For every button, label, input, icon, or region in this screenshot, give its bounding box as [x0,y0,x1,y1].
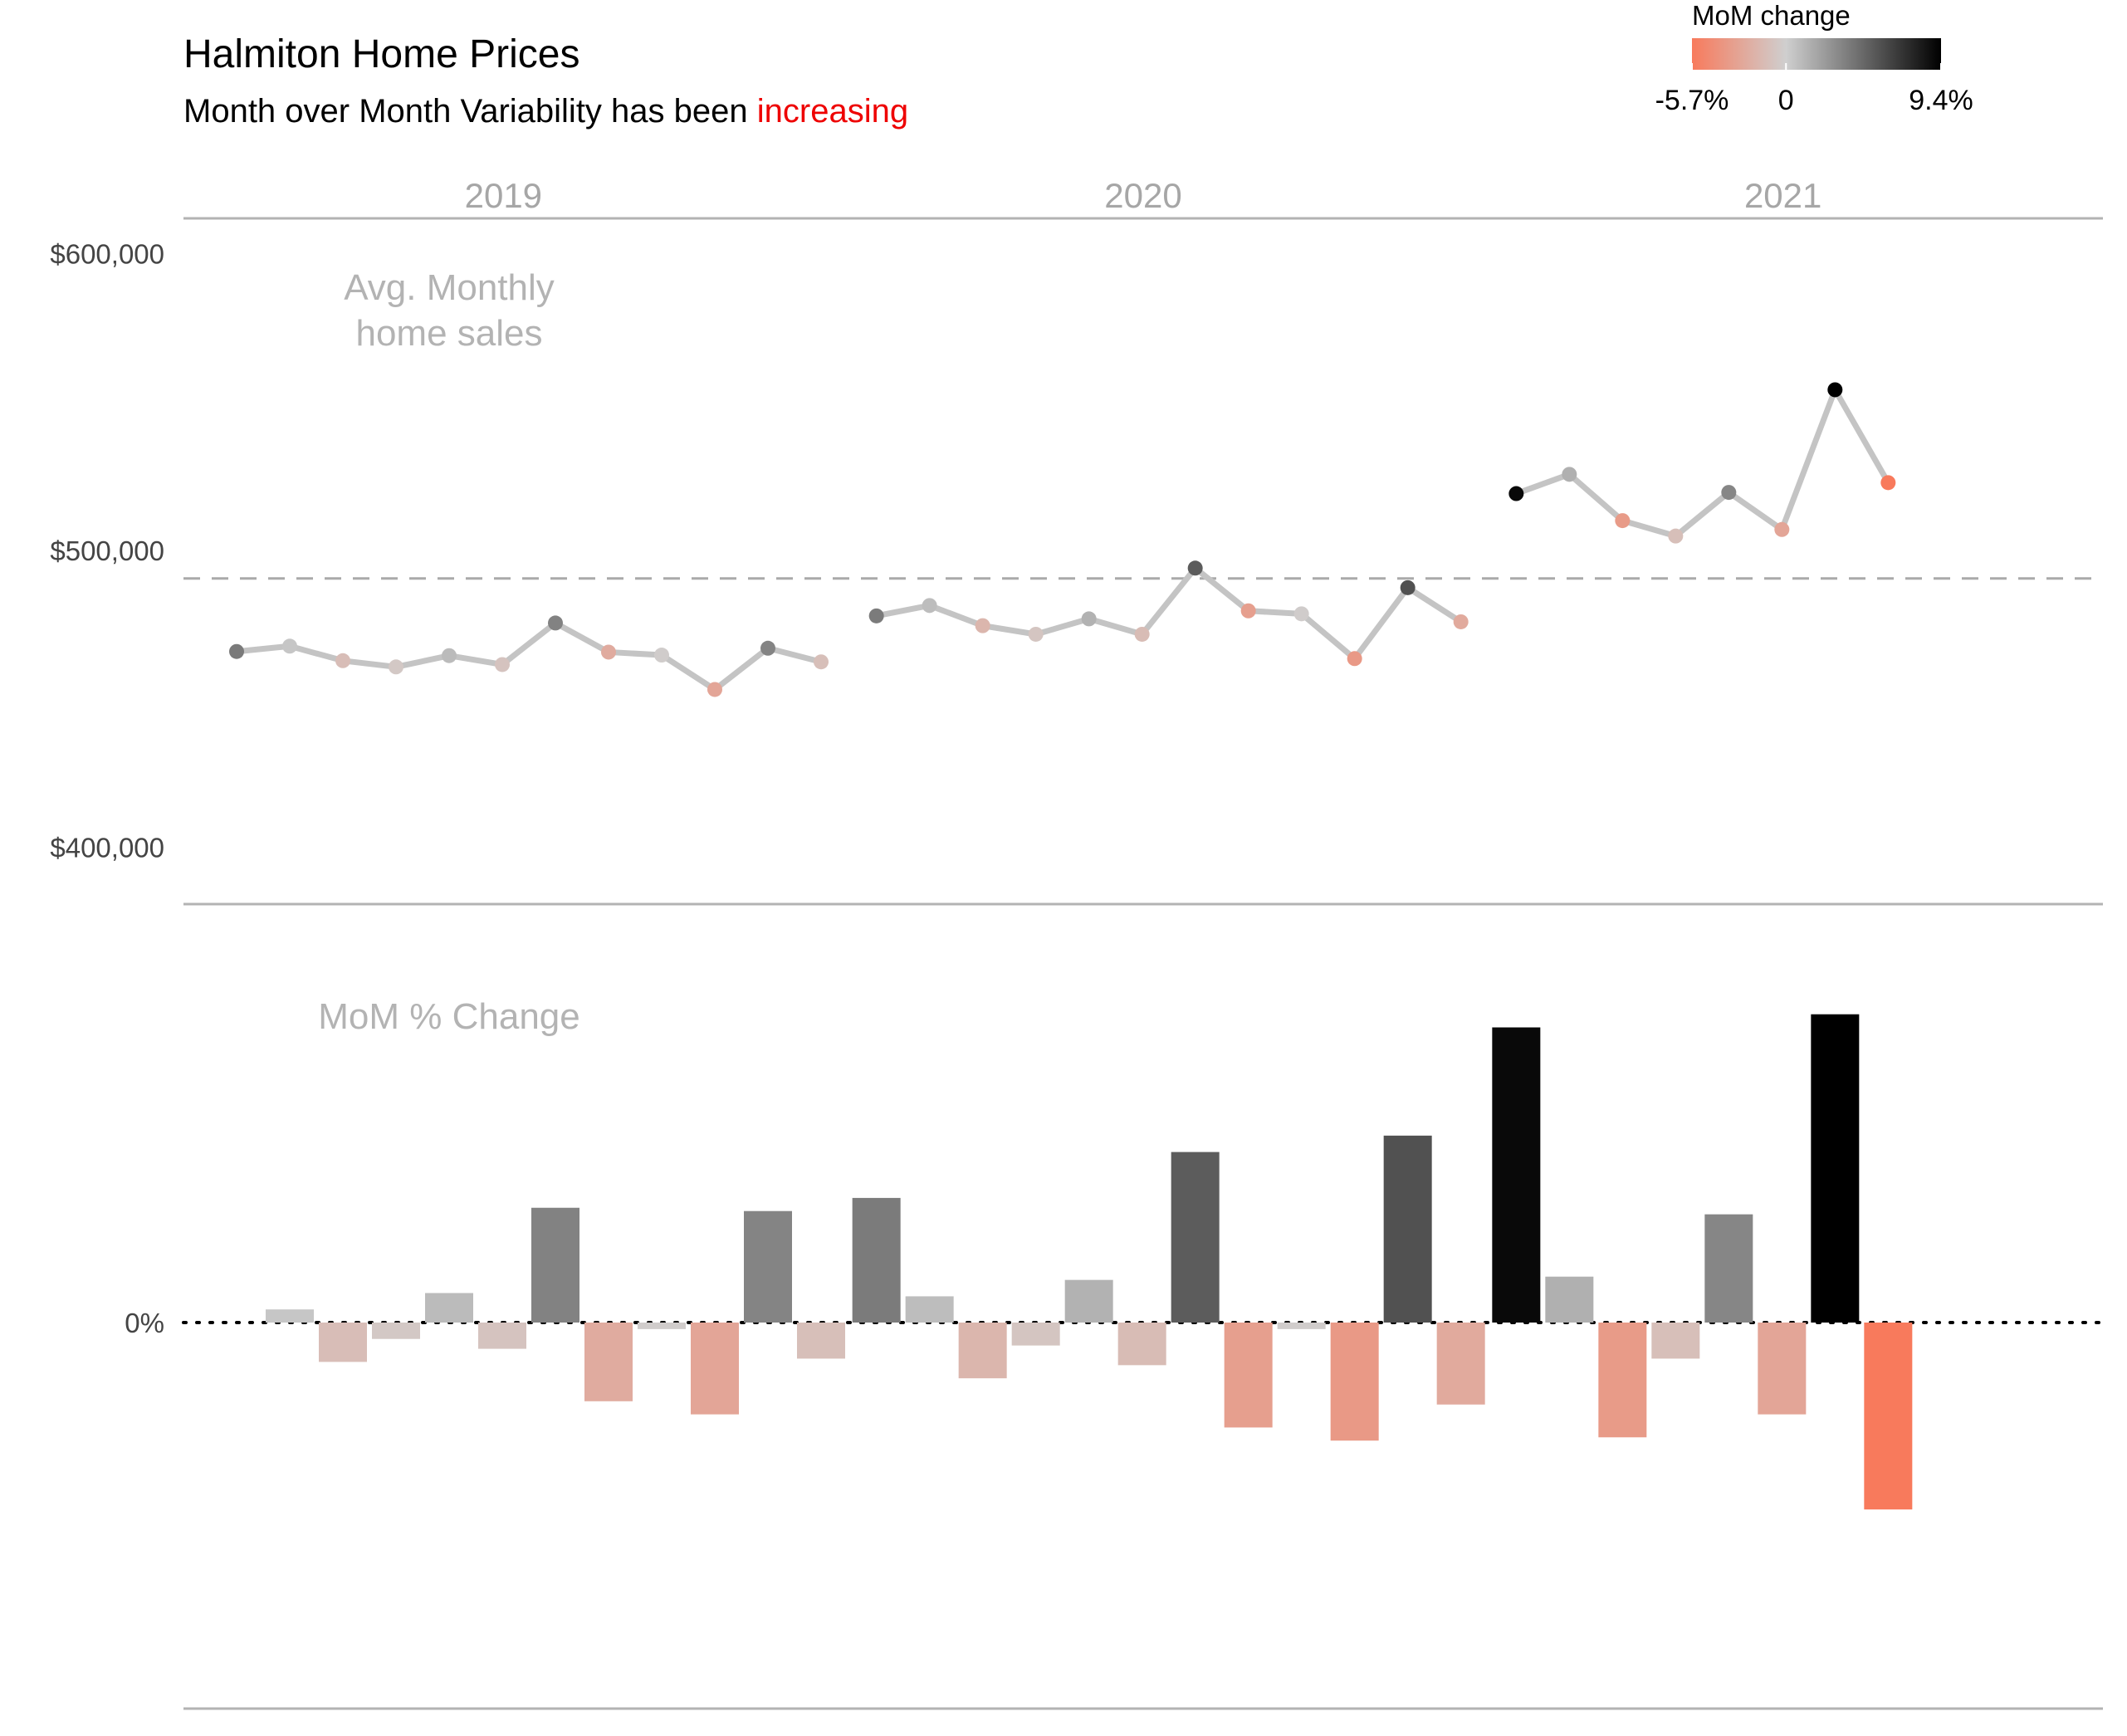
legend-max-label: 9.4% [1909,85,1973,116]
mom-bar [531,1207,579,1323]
price-y-tick-label: $600,000 [50,238,164,269]
mom-panel-label: MoM % Change [318,996,579,1037]
mom-bar [1011,1323,1060,1346]
legend-colorbar [1692,38,1941,70]
price-point [335,653,350,668]
legend-min-label: -5.7% [1655,85,1729,116]
price-point [1293,606,1309,622]
mom-bar [584,1323,633,1401]
price-y-tick-label: $500,000 [50,535,164,566]
mom-bar [1811,1014,1860,1323]
mom-bar [1492,1027,1541,1323]
price-point [548,615,563,631]
mom-bar [478,1323,526,1349]
chart-subtitle: Month over Month Variability has been in… [183,93,908,130]
facet-label: 2020 [1104,176,1181,215]
mom-bar [266,1309,314,1323]
legend-gradient [1692,38,1941,70]
price-point [1562,467,1577,482]
mom-bar [1277,1323,1326,1329]
price-point [495,657,510,672]
price-point [1668,528,1684,544]
mom-y-tick-label: 0% [125,1308,164,1338]
mom-bar [1117,1323,1166,1366]
price-point [814,654,829,670]
mom-bar [691,1323,739,1415]
mom-bar [1330,1323,1379,1441]
mom-bar [1383,1135,1432,1323]
price-point [1880,475,1896,491]
mom-bar [958,1323,1007,1379]
price-point [1615,513,1631,529]
price-point [1240,603,1256,619]
price-point [1187,560,1203,576]
facet-label: 2019 [465,176,542,215]
legend-title: MoM change [1692,0,1851,31]
price-point [442,648,457,663]
price-line [875,565,1463,662]
price-point [1347,651,1362,667]
mom-bar [852,1197,901,1323]
price-point [654,648,669,663]
legend-mid-label: 0 [1777,85,1794,116]
price-point [975,618,990,633]
mom-bar [797,1323,845,1359]
mom-bar [1598,1323,1647,1438]
mom-bar [1436,1323,1485,1405]
price-point [1134,626,1150,642]
price-point [1508,486,1524,501]
price-point [1400,579,1416,595]
price-point [229,643,244,659]
subtitle-text: Month over Month Variability has been [183,93,757,130]
price-point [282,638,297,654]
mom-bar [1864,1323,1913,1510]
price-point [1081,611,1097,627]
mom-bar [425,1293,473,1323]
price-point [389,659,403,675]
price-point [601,644,616,660]
mom-bar [1758,1323,1807,1415]
price-panel-label: home sales [355,313,542,354]
price-point [868,608,884,623]
chart-title: Halmiton Home Prices [183,32,580,76]
price-point [1827,382,1843,398]
price-point [922,598,937,614]
mom-bar [1064,1279,1113,1323]
subtitle-highlight: increasing [756,93,909,130]
mom-bar [1171,1152,1220,1323]
mom-bar [905,1296,954,1323]
price-point [1028,626,1044,642]
mom-bar [638,1323,686,1329]
price-line [236,619,822,692]
price-y-tick-label: $400,000 [50,832,164,863]
facet-label: 2021 [1744,176,1821,215]
price-panel-label: Avg. Monthly [344,267,555,308]
mom-bar [1651,1323,1700,1359]
price-line [1515,386,1891,540]
mom-bar [1224,1323,1273,1428]
mom-bar [1704,1214,1753,1323]
price-point [1453,614,1469,629]
mom-bar [744,1210,792,1323]
mom-bar [1545,1276,1594,1323]
mom-bar [372,1323,420,1339]
mom-bar [319,1323,367,1362]
price-point [1721,485,1737,501]
price-point [1774,521,1790,537]
price-point [760,640,775,656]
price-point [707,682,722,697]
